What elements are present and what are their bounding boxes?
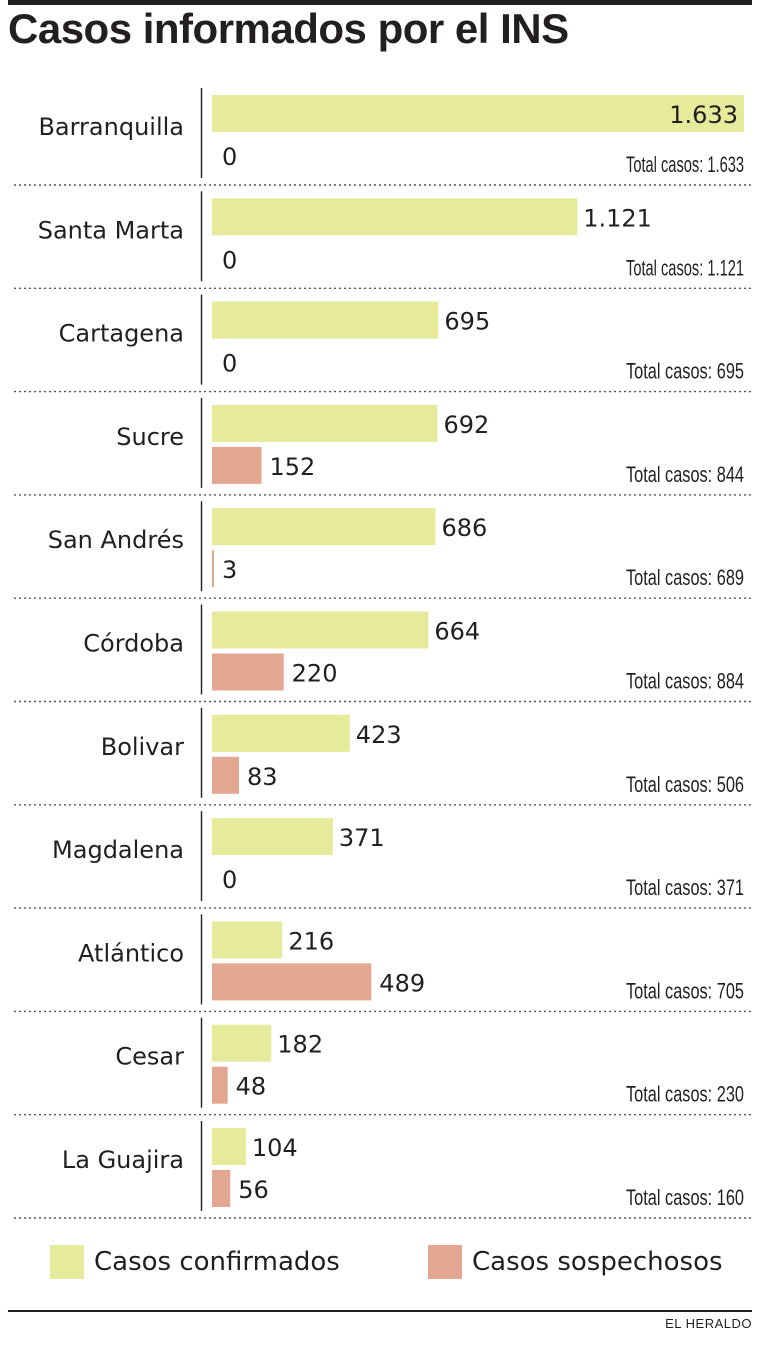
total-label: Total casos: 506 [626,772,744,797]
data-label-suspected: 48 [236,1073,267,1101]
data-label-suspected: 0 [222,246,237,274]
bar-suspected [212,653,284,691]
category-label: Magdalena [52,836,184,864]
data-label-suspected: 56 [238,1176,269,1204]
total-label: Total casos: 1.633 [626,152,744,177]
data-label-suspected: 0 [222,143,237,171]
bar-suspected [212,1170,231,1207]
legend-item-suspected: Casos sospechosos [428,1245,723,1279]
data-label-confirmed: 692 [443,411,489,439]
total-label: Total casos: 884 [626,669,744,694]
total-label: Total casos: 689 [626,565,744,590]
total-label: Total casos: 230 [626,1082,744,1107]
bar-suspected [212,550,214,588]
total-label: Total casos: 705 [626,978,744,1003]
data-label-suspected: 3 [222,556,237,584]
category-label: San Andrés [48,526,184,554]
data-label-confirmed: 182 [277,1031,323,1059]
category-label: Córdoba [83,630,184,658]
bar-suspected [212,756,240,794]
data-label-confirmed: 371 [339,824,385,852]
legend-label-confirmed: Casos confirmados [94,1247,340,1277]
category-label: La Guajira [62,1146,184,1174]
data-label-suspected: 152 [270,453,316,481]
bar-suspected [212,446,262,484]
bar-confirmed [212,404,438,442]
bar-confirmed [212,818,333,856]
data-label-suspected: 0 [222,866,237,894]
credit-label: EL HERALDO [665,1316,752,1331]
bar-confirmed [212,714,350,752]
data-label-confirmed: 664 [434,618,480,646]
data-label-confirmed: 1.633 [669,101,738,129]
bar-confirmed [212,301,439,339]
bar-confirmed [212,611,429,649]
bar-suspected [212,1066,228,1104]
legend-label-suspected: Casos sospechosos [472,1247,723,1277]
top-rule [8,0,752,5]
category-label: Cesar [115,1043,184,1071]
bar-confirmed [212,198,578,236]
data-label-confirmed: 216 [288,927,334,955]
total-label: Total casos: 844 [626,462,744,487]
chart-title: Casos informados por el INS [8,5,569,52]
bar-suspected [212,963,372,1001]
bottom-rule [8,1310,752,1312]
total-label: Total casos: 371 [626,875,744,900]
category-label: Bolivar [101,733,184,761]
legend-swatch-confirmed [50,1245,84,1279]
data-label-confirmed: 423 [356,721,402,749]
total-label: Total casos: 695 [626,359,744,384]
category-label: Barranquilla [38,113,184,141]
bar-confirmed [212,1024,272,1062]
total-label: Total casos: 160 [626,1185,744,1210]
data-label-confirmed: 104 [252,1134,298,1162]
legend-item-confirmed: Casos confirmados [50,1245,340,1279]
category-label: Santa Marta [38,216,184,244]
bar-confirmed [212,95,744,132]
bar-confirmed [212,921,283,959]
category-label: Cartagena [59,320,184,348]
legend-swatch-suspected [428,1245,462,1279]
data-label-confirmed: 695 [444,308,490,336]
category-label: Atlántico [78,939,184,967]
total-label: Total casos: 1.121 [626,255,744,280]
data-label-suspected: 220 [292,660,338,688]
data-label-suspected: 0 [222,350,237,378]
data-label-suspected: 83 [247,763,278,791]
data-label-suspected: 489 [379,969,425,997]
category-label: Sucre [116,423,184,451]
bar-chart: Barranquilla 1.633 0 Total casos: 1.633 Sant… [14,88,752,1219]
legend: Casos confirmados Casos sospechosos [0,1245,760,1295]
data-label-confirmed: 1.121 [583,204,652,232]
bar-confirmed [212,508,436,546]
bar-confirmed [212,1128,246,1165]
data-label-confirmed: 686 [441,514,487,542]
